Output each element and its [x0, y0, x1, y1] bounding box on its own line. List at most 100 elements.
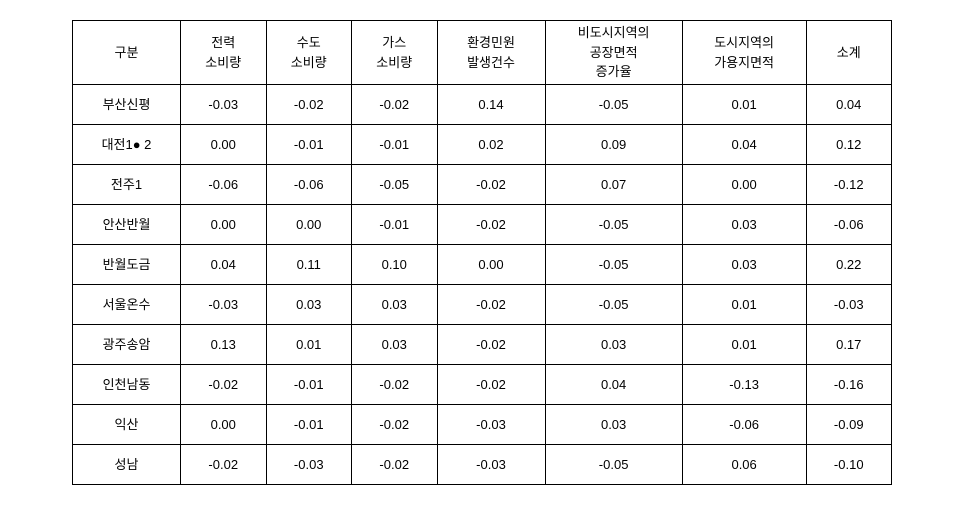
cell-value: 0.00 [181, 125, 267, 165]
col-header-2: 수도소비량 [266, 21, 352, 85]
row-label: 반월도금 [73, 245, 181, 285]
cell-value: 0.01 [266, 325, 352, 365]
table-row: 익산0.00-0.01-0.02-0.030.03-0.06-0.09 [73, 405, 892, 445]
cell-value: 0.03 [545, 405, 682, 445]
table-row: 반월도금0.040.110.100.00-0.050.030.22 [73, 245, 892, 285]
cell-value: -0.02 [437, 205, 545, 245]
cell-value: 0.04 [545, 365, 682, 405]
cell-value: -0.05 [545, 85, 682, 125]
cell-value: -0.02 [181, 445, 267, 485]
row-label: 인천남동 [73, 365, 181, 405]
cell-value: 0.09 [545, 125, 682, 165]
cell-value: -0.01 [266, 405, 352, 445]
cell-value: 0.03 [352, 325, 438, 365]
cell-value: -0.05 [545, 245, 682, 285]
cell-value: 0.11 [266, 245, 352, 285]
cell-value: 0.03 [545, 325, 682, 365]
cell-value: -0.03 [181, 85, 267, 125]
table-row: 대전1● 20.00-0.01-0.010.020.090.040.12 [73, 125, 892, 165]
table-row: 인천남동-0.02-0.01-0.02-0.020.04-0.13-0.16 [73, 365, 892, 405]
table-row: 서울온수-0.030.030.03-0.02-0.050.01-0.03 [73, 285, 892, 325]
col-header-7: 소계 [806, 21, 892, 85]
cell-value: -0.03 [266, 445, 352, 485]
row-label: 광주송암 [73, 325, 181, 365]
row-label: 익산 [73, 405, 181, 445]
cell-value: 0.10 [352, 245, 438, 285]
cell-value: 0.07 [545, 165, 682, 205]
row-label: 서울온수 [73, 285, 181, 325]
table-row: 광주송암0.130.010.03-0.020.030.010.17 [73, 325, 892, 365]
col-header-1: 전력소비량 [181, 21, 267, 85]
cell-value: -0.03 [181, 285, 267, 325]
cell-value: -0.03 [437, 405, 545, 445]
cell-value: -0.02 [352, 365, 438, 405]
cell-value: 0.00 [682, 165, 806, 205]
cell-value: -0.13 [682, 365, 806, 405]
row-label: 전주1 [73, 165, 181, 205]
cell-value: -0.02 [437, 325, 545, 365]
row-label: 성남 [73, 445, 181, 485]
col-header-5: 비도시지역의공장면적증가율 [545, 21, 682, 85]
cell-value: -0.02 [437, 165, 545, 205]
cell-value: -0.05 [545, 205, 682, 245]
cell-value: 0.03 [352, 285, 438, 325]
cell-value: -0.01 [352, 205, 438, 245]
cell-value: 0.01 [682, 325, 806, 365]
cell-value: -0.02 [266, 85, 352, 125]
cell-value: -0.05 [545, 445, 682, 485]
row-label: 안산반월 [73, 205, 181, 245]
cell-value: -0.02 [437, 365, 545, 405]
cell-value: -0.09 [806, 405, 892, 445]
cell-value: -0.16 [806, 365, 892, 405]
table-body: 부산신평-0.03-0.02-0.020.14-0.050.010.04대전1●… [73, 85, 892, 485]
cell-value: -0.05 [352, 165, 438, 205]
table-row: 안산반월0.000.00-0.01-0.02-0.050.03-0.06 [73, 205, 892, 245]
cell-value: -0.01 [352, 125, 438, 165]
cell-value: 0.22 [806, 245, 892, 285]
col-header-3: 가스소비량 [352, 21, 438, 85]
cell-value: -0.06 [682, 405, 806, 445]
table-row: 부산신평-0.03-0.02-0.020.14-0.050.010.04 [73, 85, 892, 125]
cell-value: 0.13 [181, 325, 267, 365]
cell-value: -0.03 [437, 445, 545, 485]
cell-value: 0.01 [682, 85, 806, 125]
row-label: 대전1● 2 [73, 125, 181, 165]
cell-value: 0.00 [266, 205, 352, 245]
cell-value: -0.01 [266, 365, 352, 405]
data-table-container: 구분전력소비량수도소비량가스소비량환경민원발생건수비도시지역의공장면적증가율도시… [72, 20, 892, 485]
cell-value: 0.00 [437, 245, 545, 285]
row-label: 부산신평 [73, 85, 181, 125]
cell-value: -0.02 [437, 285, 545, 325]
cell-value: 0.04 [682, 125, 806, 165]
table-row: 전주1-0.06-0.06-0.05-0.020.070.00-0.12 [73, 165, 892, 205]
cell-value: -0.06 [181, 165, 267, 205]
cell-value: 0.14 [437, 85, 545, 125]
cell-value: -0.06 [266, 165, 352, 205]
cell-value: 0.00 [181, 205, 267, 245]
cell-value: -0.02 [181, 365, 267, 405]
cell-value: 0.03 [266, 285, 352, 325]
cell-value: -0.01 [266, 125, 352, 165]
cell-value: 0.01 [682, 285, 806, 325]
data-table: 구분전력소비량수도소비량가스소비량환경민원발생건수비도시지역의공장면적증가율도시… [72, 20, 892, 485]
table-header-row: 구분전력소비량수도소비량가스소비량환경민원발생건수비도시지역의공장면적증가율도시… [73, 21, 892, 85]
cell-value: -0.02 [352, 405, 438, 445]
cell-value: 0.12 [806, 125, 892, 165]
cell-value: -0.02 [352, 85, 438, 125]
cell-value: -0.10 [806, 445, 892, 485]
cell-value: 0.02 [437, 125, 545, 165]
cell-value: 0.03 [682, 205, 806, 245]
cell-value: 0.00 [181, 405, 267, 445]
cell-value: -0.02 [352, 445, 438, 485]
table-header: 구분전력소비량수도소비량가스소비량환경민원발생건수비도시지역의공장면적증가율도시… [73, 21, 892, 85]
col-header-4: 환경민원발생건수 [437, 21, 545, 85]
cell-value: -0.05 [545, 285, 682, 325]
cell-value: 0.17 [806, 325, 892, 365]
col-header-6: 도시지역의가용지면적 [682, 21, 806, 85]
cell-value: -0.06 [806, 205, 892, 245]
cell-value: 0.03 [682, 245, 806, 285]
cell-value: 0.06 [682, 445, 806, 485]
cell-value: 0.04 [806, 85, 892, 125]
cell-value: -0.03 [806, 285, 892, 325]
col-header-0: 구분 [73, 21, 181, 85]
